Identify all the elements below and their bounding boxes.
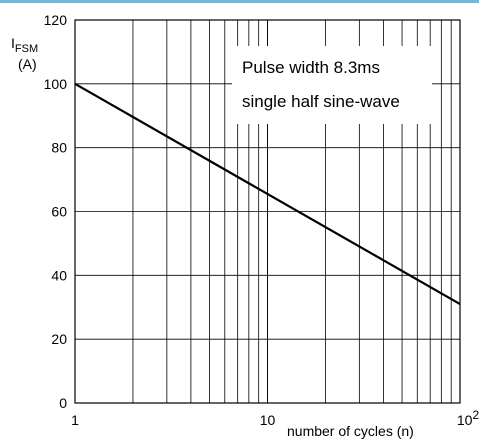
y-tick-label: 120 bbox=[44, 12, 68, 28]
plot-frame bbox=[74, 19, 461, 404]
y-tick-label: 80 bbox=[51, 140, 67, 156]
y-axis-unit: (A) bbox=[18, 56, 37, 72]
x-tick-label: 102 bbox=[457, 408, 479, 428]
y-tick-label: 20 bbox=[51, 331, 67, 347]
top-accent-bar bbox=[0, 0, 479, 3]
x-tick-label: 10 bbox=[260, 412, 276, 428]
y-tick-label: 60 bbox=[51, 204, 67, 220]
annotation-waveform: single half sine-wave bbox=[242, 92, 400, 111]
y-tick-labels: 0 20 40 60 80 100 120 bbox=[44, 12, 68, 411]
y-tick-label: 0 bbox=[59, 395, 67, 411]
y-tick-label: 100 bbox=[44, 76, 68, 92]
x-tick-labels: 1 10 102 bbox=[71, 408, 479, 428]
annotation-pulse-width: Pulse width 8.3ms bbox=[242, 58, 380, 77]
y-tick-label: 40 bbox=[51, 267, 67, 283]
series-line bbox=[74, 82, 461, 306]
x-tick-label: 1 bbox=[71, 412, 79, 428]
x-axis-label: number of cycles (n) bbox=[287, 423, 414, 439]
annotation-background bbox=[232, 46, 432, 124]
y-axis-label: IFSM bbox=[11, 35, 38, 55]
